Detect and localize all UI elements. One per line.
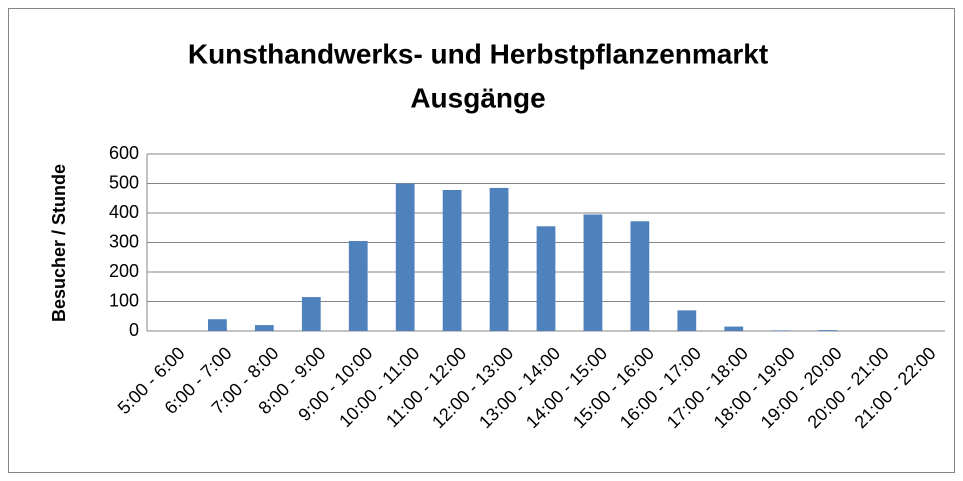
y-tick-label: 200	[109, 261, 139, 281]
bar	[348, 241, 368, 331]
chart-title: Ausgänge	[410, 82, 545, 113]
y-tick-label: 500	[109, 172, 139, 192]
bar	[583, 214, 603, 331]
y-tick-label: 300	[109, 231, 139, 251]
bar	[395, 183, 415, 331]
bar	[677, 310, 697, 331]
y-axis-label: Besucher / Stunde	[49, 164, 69, 322]
bar	[208, 319, 227, 331]
chart-title: Kunsthandwerks- und Herbstpflanzenmarkt	[188, 38, 768, 69]
bar	[724, 326, 744, 331]
bar	[536, 226, 556, 331]
bar	[442, 189, 462, 331]
chart-border	[8, 8, 955, 473]
y-tick-label: 0	[129, 320, 139, 340]
bar	[771, 330, 791, 331]
y-tick-label: 100	[109, 290, 139, 310]
bar	[254, 325, 274, 331]
bar	[301, 297, 321, 331]
y-tick-label: 400	[109, 202, 139, 222]
bar	[489, 187, 509, 331]
y-tick-label: 600	[109, 143, 139, 163]
bar	[630, 221, 650, 331]
bar	[818, 330, 838, 331]
